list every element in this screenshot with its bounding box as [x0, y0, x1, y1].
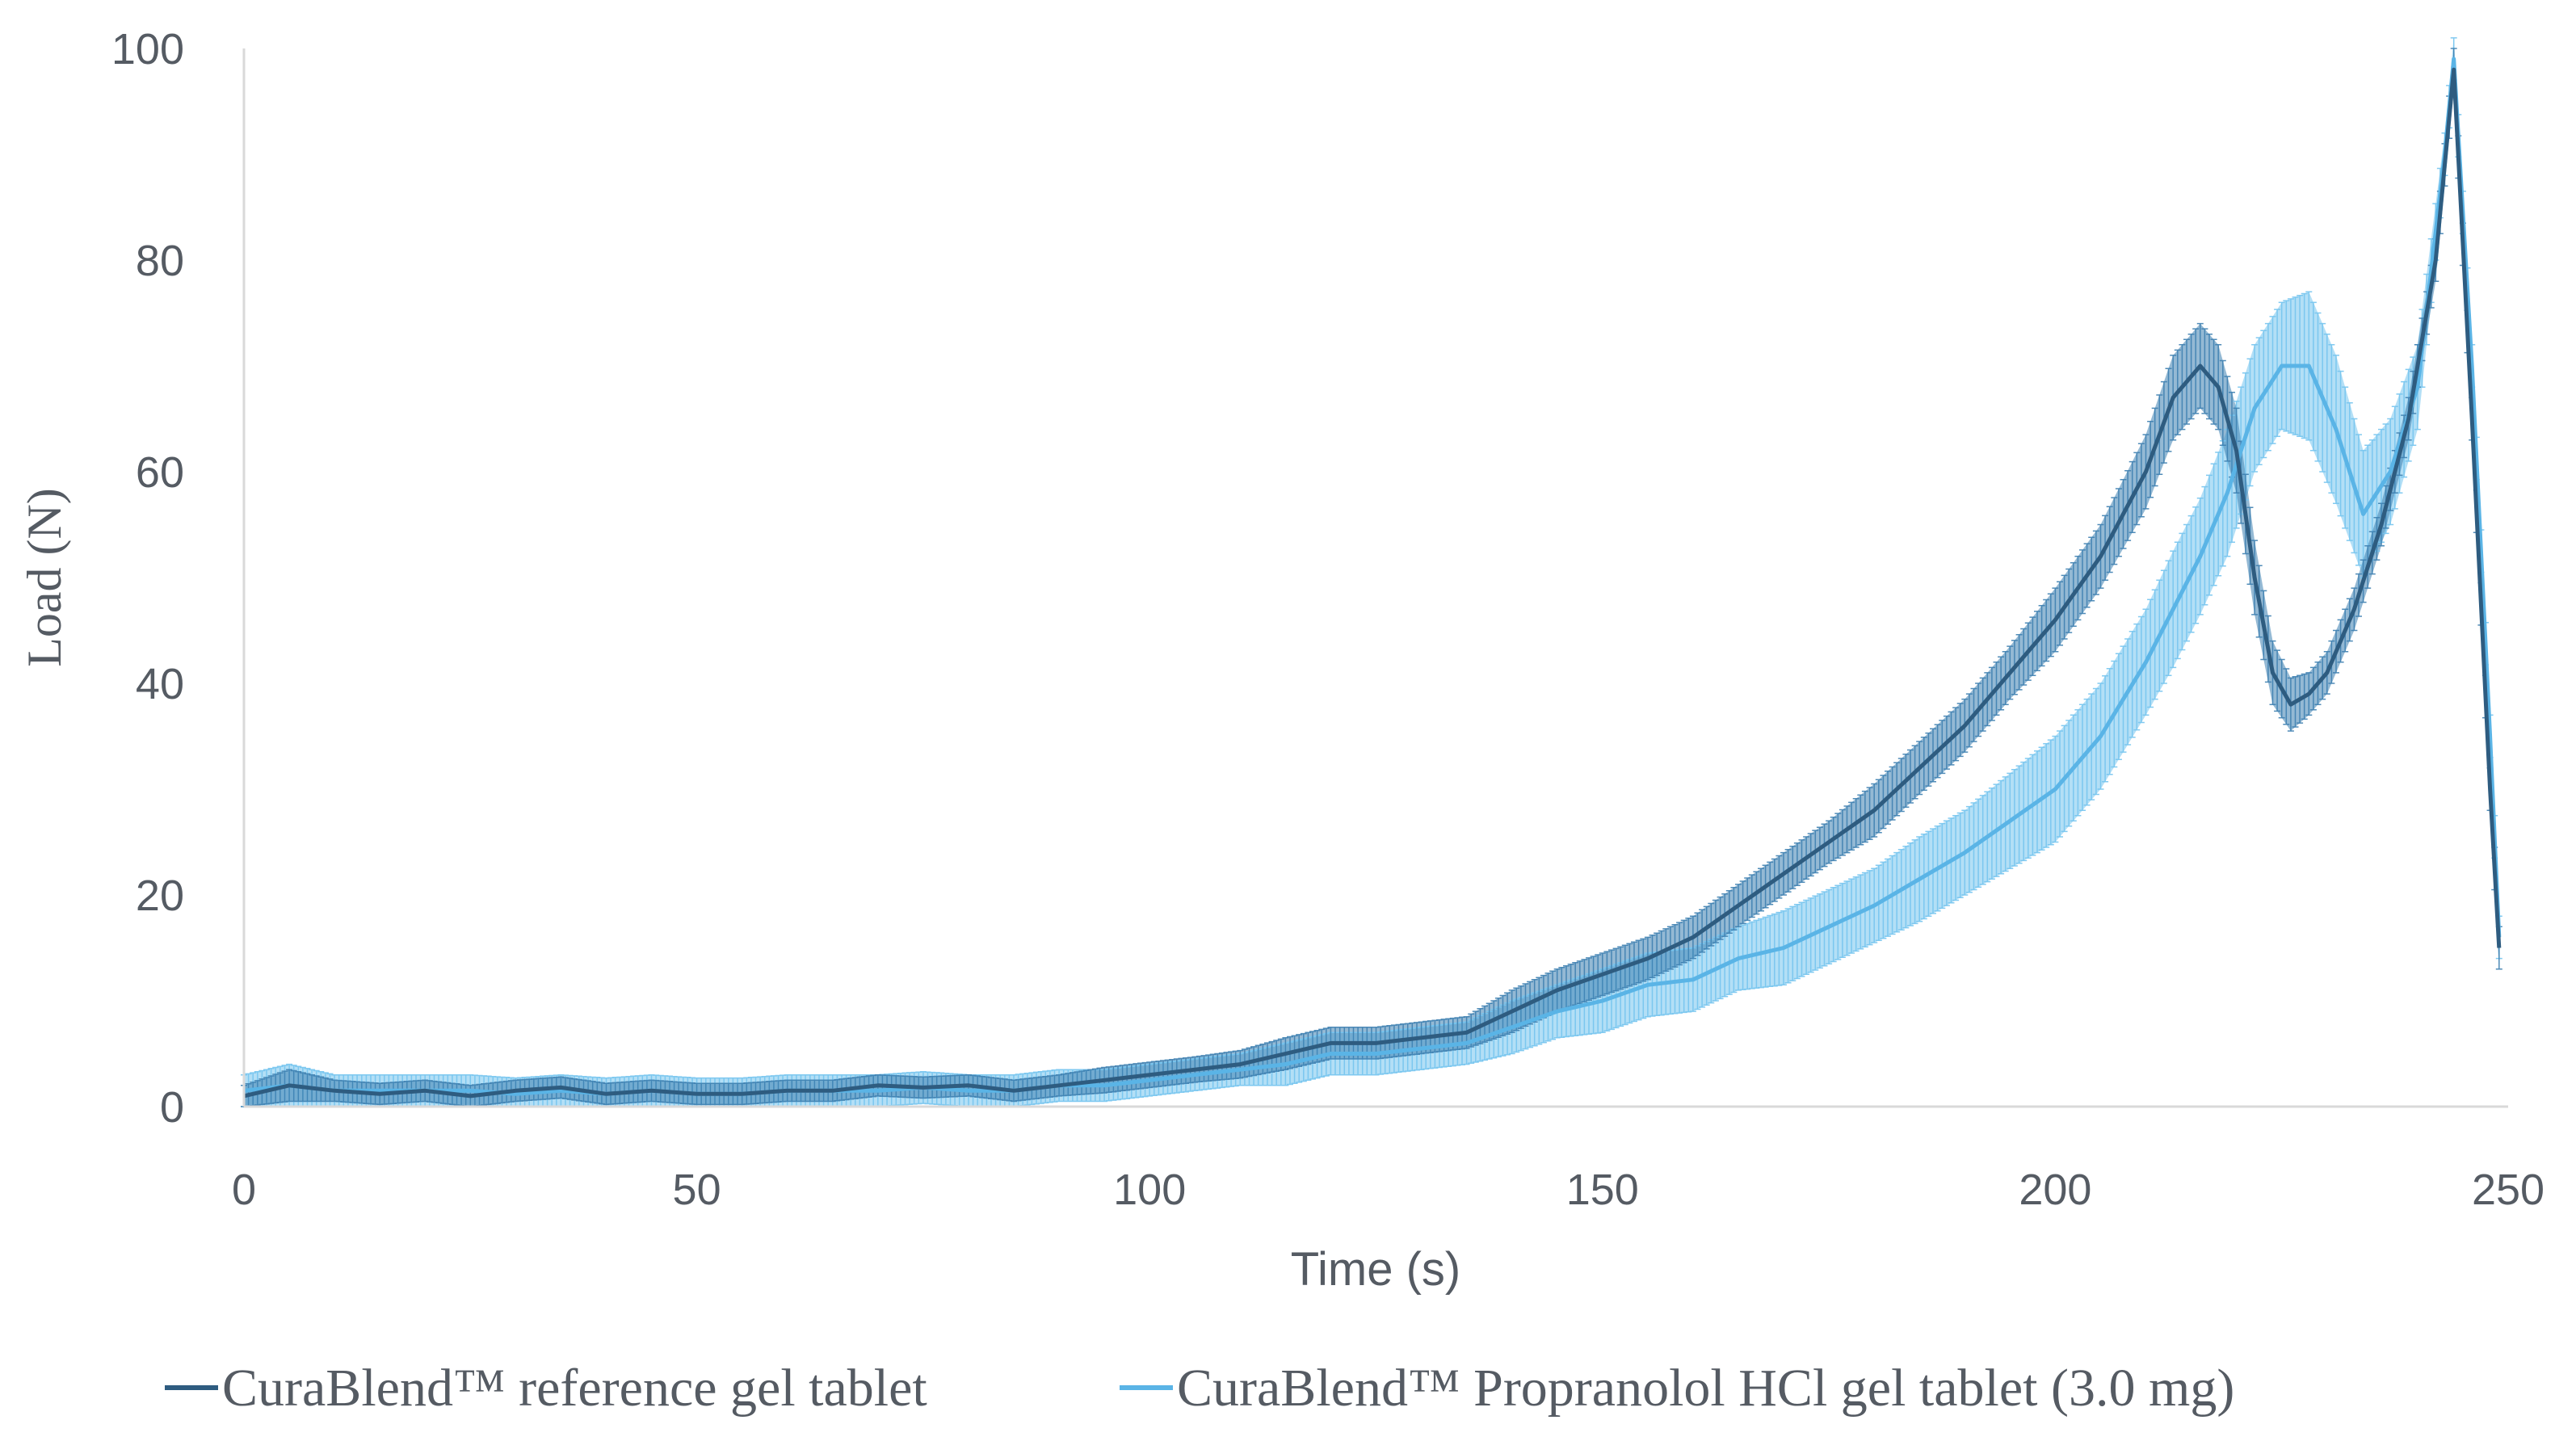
series-line-1 — [243, 57, 2502, 1096]
x-tick-labels: 0 50 100 150 200 250 — [232, 1166, 2544, 1214]
error-bands — [244, 37, 2499, 1107]
x-tick-label: 50 — [673, 1166, 721, 1214]
y-tick-label: 40 — [136, 660, 184, 708]
error-bars-1 — [241, 37, 2502, 1107]
y-tick-label: 80 — [136, 237, 184, 285]
y-tick-labels: 0 20 40 60 80 100 — [111, 25, 184, 1132]
legend-label-propranolol: CuraBlend™ Propranolol HCl gel tablet (3… — [1177, 1359, 2234, 1418]
x-axis-title: Time (s) — [1291, 1243, 1460, 1296]
series-line-0 — [243, 67, 2502, 1099]
y-tick-label: 0 — [160, 1083, 184, 1132]
y-axis-title: Load (N) — [18, 488, 71, 667]
x-tick-label: 100 — [1113, 1166, 1186, 1214]
error-bars — [241, 37, 2502, 1107]
x-tick-label: 150 — [1566, 1166, 1639, 1214]
x-tick-label: 200 — [2019, 1166, 2091, 1214]
y-tick-label: 100 — [111, 25, 184, 74]
legend: CuraBlend™ reference gel tablet CuraBlen… — [165, 1359, 2234, 1418]
y-tick-label: 60 — [136, 448, 184, 497]
x-tick-label: 0 — [232, 1166, 256, 1214]
y-tick-label: 20 — [136, 872, 184, 920]
legend-label-reference: CuraBlend™ reference gel tablet — [222, 1359, 927, 1418]
series-lines — [243, 57, 2502, 1099]
x-tick-label: 250 — [2472, 1166, 2544, 1214]
error-band-1 — [244, 37, 2499, 1107]
